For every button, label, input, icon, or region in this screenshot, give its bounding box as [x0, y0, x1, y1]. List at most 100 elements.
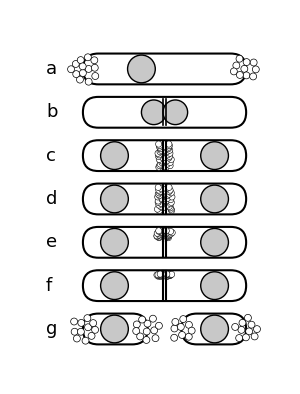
Text: e: e	[46, 233, 57, 251]
Circle shape	[159, 197, 165, 203]
Circle shape	[232, 323, 238, 331]
Circle shape	[167, 272, 173, 278]
Circle shape	[90, 320, 97, 327]
Circle shape	[84, 315, 91, 322]
Circle shape	[168, 197, 174, 203]
FancyBboxPatch shape	[83, 184, 246, 214]
Circle shape	[167, 150, 173, 156]
Circle shape	[166, 141, 172, 147]
Circle shape	[159, 231, 165, 238]
Circle shape	[250, 59, 257, 66]
Circle shape	[180, 316, 187, 323]
Circle shape	[166, 188, 172, 195]
Circle shape	[158, 203, 164, 210]
FancyBboxPatch shape	[83, 97, 246, 128]
Circle shape	[201, 272, 228, 299]
Circle shape	[166, 153, 172, 160]
Circle shape	[154, 230, 160, 236]
Circle shape	[167, 271, 173, 278]
Circle shape	[166, 231, 172, 238]
Circle shape	[85, 78, 92, 85]
Circle shape	[165, 152, 171, 158]
Circle shape	[156, 234, 162, 241]
Circle shape	[157, 149, 163, 155]
Circle shape	[74, 335, 80, 342]
Circle shape	[164, 161, 170, 167]
Circle shape	[185, 333, 192, 340]
Circle shape	[243, 59, 250, 65]
Circle shape	[156, 232, 163, 238]
Circle shape	[160, 155, 166, 161]
Circle shape	[158, 146, 164, 152]
Circle shape	[201, 142, 228, 169]
Circle shape	[163, 228, 169, 234]
Circle shape	[144, 320, 151, 327]
Circle shape	[164, 186, 169, 192]
Circle shape	[156, 143, 163, 149]
Circle shape	[139, 316, 145, 323]
Circle shape	[164, 233, 171, 239]
Circle shape	[171, 334, 178, 341]
Circle shape	[166, 191, 172, 197]
Circle shape	[157, 163, 163, 169]
Circle shape	[141, 100, 166, 125]
Circle shape	[157, 273, 163, 279]
Circle shape	[157, 271, 163, 277]
Circle shape	[167, 201, 174, 207]
Circle shape	[166, 232, 172, 238]
Circle shape	[72, 61, 79, 67]
Circle shape	[157, 193, 163, 199]
Text: a: a	[46, 60, 57, 78]
Circle shape	[82, 337, 89, 344]
FancyBboxPatch shape	[83, 140, 246, 171]
Circle shape	[77, 57, 84, 63]
Circle shape	[159, 160, 165, 165]
FancyBboxPatch shape	[83, 270, 246, 301]
Circle shape	[164, 229, 171, 235]
Circle shape	[77, 328, 84, 335]
Circle shape	[167, 205, 173, 211]
Circle shape	[158, 201, 164, 207]
Circle shape	[156, 141, 162, 147]
Circle shape	[151, 327, 158, 334]
Circle shape	[73, 71, 80, 78]
Circle shape	[156, 187, 162, 193]
Circle shape	[156, 202, 162, 208]
Circle shape	[168, 231, 174, 237]
Circle shape	[100, 142, 128, 169]
Circle shape	[159, 158, 165, 164]
Circle shape	[165, 233, 171, 240]
Circle shape	[167, 163, 173, 169]
Circle shape	[154, 233, 160, 240]
Circle shape	[156, 228, 162, 234]
Circle shape	[165, 146, 172, 152]
Circle shape	[171, 325, 178, 332]
Circle shape	[164, 271, 170, 277]
Circle shape	[158, 229, 165, 235]
Circle shape	[168, 190, 174, 196]
Circle shape	[185, 322, 192, 328]
Circle shape	[246, 328, 253, 335]
Circle shape	[166, 143, 172, 149]
Circle shape	[165, 195, 171, 201]
Circle shape	[156, 190, 162, 196]
Circle shape	[164, 193, 170, 199]
Circle shape	[178, 331, 185, 338]
Circle shape	[164, 230, 170, 236]
Circle shape	[164, 234, 170, 240]
Circle shape	[230, 68, 237, 75]
Circle shape	[152, 335, 159, 342]
Circle shape	[133, 327, 140, 335]
Circle shape	[158, 273, 164, 279]
Circle shape	[157, 144, 163, 150]
Circle shape	[167, 228, 174, 234]
Circle shape	[157, 188, 163, 195]
Circle shape	[169, 207, 175, 214]
Circle shape	[158, 195, 165, 201]
Circle shape	[164, 158, 169, 164]
Circle shape	[156, 234, 162, 240]
Circle shape	[166, 144, 172, 150]
Circle shape	[201, 229, 228, 256]
Circle shape	[71, 318, 78, 325]
Circle shape	[168, 206, 174, 212]
